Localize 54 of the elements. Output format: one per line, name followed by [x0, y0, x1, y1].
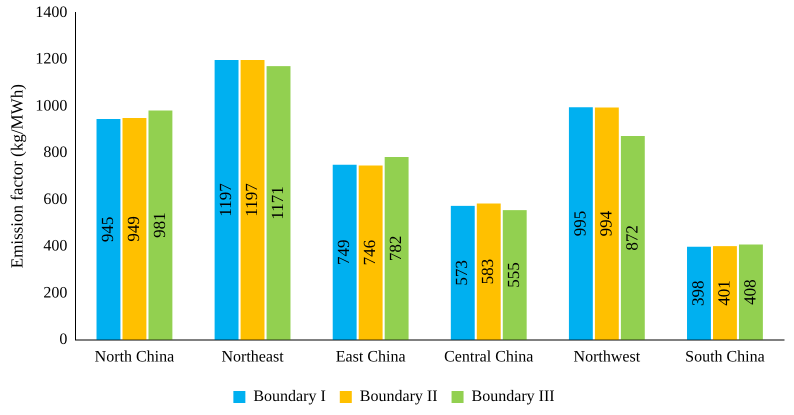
x-tick-label: North China — [94, 348, 174, 366]
bar — [122, 118, 146, 340]
data-label: 583 — [478, 258, 498, 284]
y-tick-label: 400 — [43, 238, 68, 255]
y-tick-label: 1000 — [35, 97, 68, 114]
data-label: 555 — [504, 262, 524, 288]
bar — [594, 107, 619, 340]
bar — [240, 60, 264, 340]
x-tick-label: Northeast — [221, 348, 284, 366]
bar — [738, 244, 763, 340]
y-tick-label: 0 — [59, 331, 68, 348]
bar — [266, 66, 290, 340]
y-tick-label: 1400 — [35, 4, 68, 21]
bar — [358, 165, 383, 340]
y-axis-title: Emission factor (kg/MWh) — [8, 84, 27, 268]
y-tick-label: 1200 — [35, 50, 68, 68]
x-tick-label: East China — [336, 348, 406, 366]
data-label: 945 — [98, 216, 117, 242]
bar — [450, 206, 475, 340]
data-label: 746 — [360, 240, 380, 266]
bar — [476, 204, 501, 340]
data-label: 872 — [622, 225, 642, 251]
bar — [502, 210, 527, 340]
bar — [620, 136, 645, 340]
x-tick-label: South China — [685, 348, 765, 366]
y-tick-label: 200 — [43, 284, 68, 302]
data-label: 1171 — [268, 186, 287, 220]
data-label: 573 — [452, 260, 472, 286]
data-label: 398 — [688, 280, 708, 306]
data-label: 782 — [386, 236, 406, 262]
y-tick-label: 600 — [43, 190, 68, 208]
data-label: 995 — [570, 210, 590, 236]
data-label: 949 — [124, 216, 143, 242]
legend-label: Boundary III — [472, 388, 555, 406]
legend-label: Boundary I — [253, 388, 326, 406]
bar — [713, 246, 737, 340]
bar — [568, 107, 593, 340]
bar — [96, 118, 120, 340]
x-tick-label: Central China — [444, 348, 534, 366]
data-label: 408 — [740, 279, 760, 305]
bar — [148, 110, 172, 340]
bar — [687, 246, 711, 340]
data-label: 1197 — [216, 182, 236, 217]
data-label: 401 — [714, 280, 734, 306]
y-tick-label: 800 — [43, 144, 68, 162]
data-label: 1197 — [242, 182, 262, 217]
bar — [214, 60, 239, 340]
data-label: 994 — [596, 210, 616, 236]
legend-label: Boundary II — [360, 388, 438, 406]
data-label: 981 — [150, 212, 169, 238]
bar — [384, 157, 409, 340]
bar — [332, 164, 357, 340]
data-label: 749 — [334, 240, 354, 266]
x-tick-label: Northwest — [574, 348, 641, 366]
